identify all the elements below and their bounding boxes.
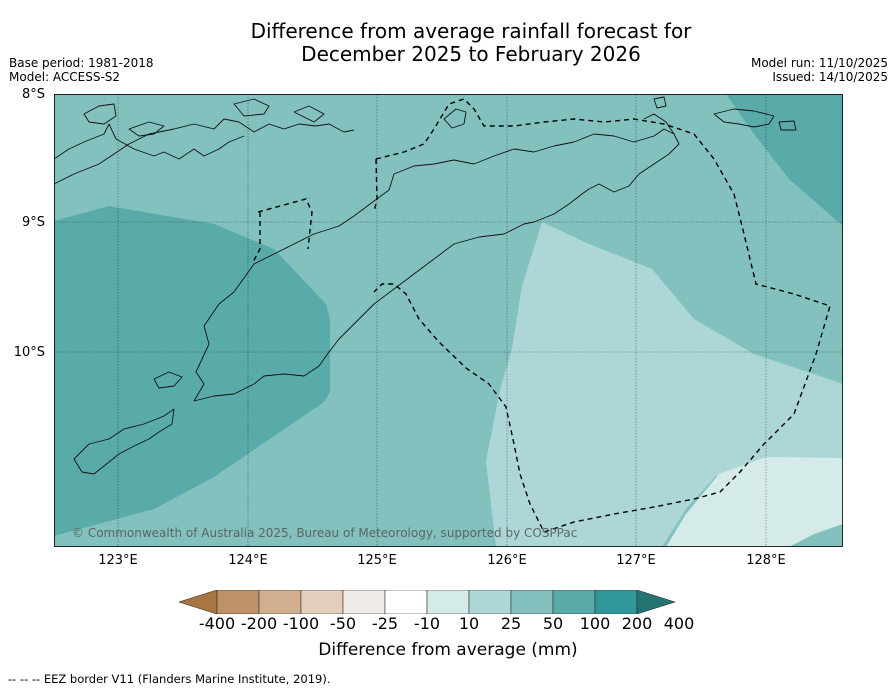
zone-25-50	[486, 222, 843, 547]
model-run: Model run: 11/10/2025	[750, 56, 888, 70]
lon-label-127e: 127°E	[616, 553, 656, 568]
colorbar-swatch	[510, 590, 554, 614]
base-info: Base period: 1981-2018 Model: ACCESS-S2	[9, 56, 154, 84]
colorbar-swatch	[468, 590, 512, 614]
title-line-1: Difference from average rainfall forecas…	[250, 19, 692, 43]
colorbar-swatch	[594, 590, 638, 614]
map-title: Difference from average rainfall forecas…	[0, 20, 896, 66]
eez-legend-note: -- -- -- EEZ border V11 (Flanders Marine…	[8, 672, 331, 686]
colorbar-swatch	[384, 590, 428, 614]
colorbar-tick: 200	[621, 614, 653, 633]
colorbar-swatch	[552, 590, 596, 614]
colorbar-title: Difference from average (mm)	[318, 640, 578, 660]
map-frame	[54, 94, 843, 547]
copyright-notice: © Commonwealth of Australia 2025, Bureau…	[72, 526, 578, 540]
run-info: Model run: 11/10/2025 Issued: 14/10/2025	[751, 56, 888, 84]
model-name: Model: ACCESS-S2	[9, 70, 121, 84]
colorbar-tick: -50	[329, 614, 357, 633]
colorbar-swatch	[426, 590, 470, 614]
rote-island	[153, 371, 183, 389]
coastlines	[54, 96, 797, 475]
alor-islands	[83, 98, 325, 137]
colorbar-arrow-high	[636, 590, 676, 614]
eez-border	[251, 98, 831, 533]
title-line-2: December 2025 to February 2026	[301, 42, 641, 66]
wetar-island	[443, 96, 667, 129]
savu-island	[73, 408, 175, 475]
issued-date: Issued: 14/10/2025	[772, 70, 888, 84]
colorbar-tick: -25	[371, 614, 399, 633]
colorbar-tick: -10	[413, 614, 441, 633]
zone-100-200-west	[54, 206, 330, 536]
base-period: Base period: 1981-2018	[9, 56, 154, 70]
lon-label-125e: 125°E	[357, 553, 397, 568]
colorbar-swatch	[216, 590, 260, 614]
babar-islands	[713, 108, 797, 131]
colorbar-tick: 25	[500, 614, 522, 633]
lat-label-9s: 9°S	[21, 215, 45, 230]
lat-label-10s: 10°S	[13, 345, 45, 360]
colorbar-tick: 400	[663, 614, 695, 633]
lon-label-124e: 124°E	[228, 553, 268, 568]
colorbar-arrow-low	[179, 590, 218, 614]
colorbar-tick: 100	[579, 614, 611, 633]
lon-label-128e: 128°E	[746, 553, 786, 568]
zone-10-25	[666, 457, 843, 547]
lon-label-123e: 123°E	[98, 553, 138, 568]
colorbar-tick: 10	[458, 614, 480, 633]
colorbar-swatch	[258, 590, 302, 614]
timor-coast-south	[193, 133, 680, 402]
colorbar-swatch	[342, 590, 386, 614]
colorbar	[179, 590, 676, 614]
timor-coast-north	[193, 113, 675, 402]
lon-label-126e: 126°E	[487, 553, 527, 568]
colorbar-swatch	[300, 590, 344, 614]
colorbar-tick: -200	[240, 614, 278, 633]
colorbar-tick: -400	[198, 614, 236, 633]
flores-coast	[54, 118, 355, 185]
lat-label-8s: 8°S	[21, 87, 45, 102]
colorbar-tick: -100	[282, 614, 320, 633]
colorbar-tick: 50	[542, 614, 564, 633]
rainfall-map	[54, 94, 843, 547]
